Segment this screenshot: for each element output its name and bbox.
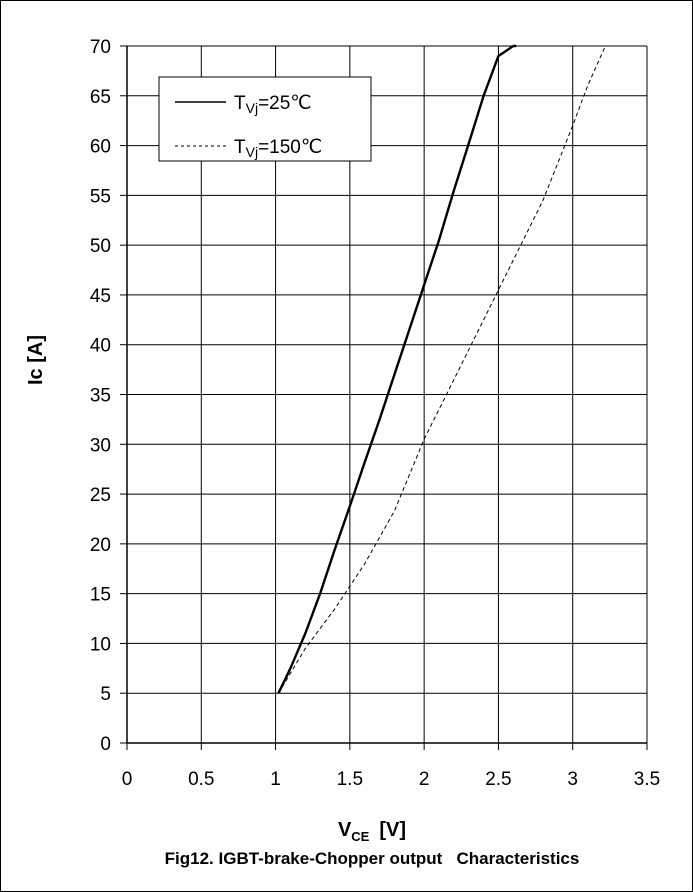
y-axis-title: Ic [A] [25, 335, 47, 385]
y-tick-label: 55 [90, 186, 111, 207]
x-axis-title-sub: CE [351, 829, 369, 844]
y-tick-label: 35 [90, 386, 111, 407]
y-tick-label: 50 [90, 236, 111, 257]
y-tick-label: 70 [90, 37, 111, 58]
x-tick-label: 3 [567, 769, 578, 790]
figure-caption: Fig12. IGBT-brake-Chopper output Charact… [165, 849, 580, 868]
x-tick-label: 0 [122, 769, 133, 790]
legend-box [158, 76, 372, 162]
x-tick-label: 0.5 [188, 769, 214, 790]
x-tick-labels: 0 0.5 1 1.5 2 2.5 3 3.5 [122, 769, 661, 790]
x-axis-title-main: V [338, 819, 352, 841]
x-tick-label: 1.5 [337, 769, 363, 790]
y-tick-label: 25 [90, 485, 111, 506]
series-line-150c [278, 45, 606, 694]
grid [120, 45, 648, 750]
x-axis-title: VCE [V] [338, 819, 406, 844]
y-tick-label: 40 [90, 336, 111, 357]
x-tick-label: 2.5 [485, 769, 511, 790]
series-line-25c [277, 44, 517, 694]
x-axis-title-unit: [V] [379, 819, 406, 841]
legend: TVj=25℃ TVj=150℃ [158, 76, 372, 162]
y-tick-label: 65 [90, 87, 111, 108]
legend-label-25: TVj=25℃ [234, 93, 312, 116]
y-tick-label: 10 [90, 634, 111, 655]
y-tick-label: 5 [100, 684, 111, 705]
y-tick-label: 20 [90, 535, 111, 556]
y-tick-labels: 0 5 10 15 20 25 30 35 40 45 50 55 60 65 70 [90, 37, 111, 755]
x-tick-label: 2 [419, 769, 430, 790]
x-tick-label: 3.5 [634, 769, 660, 790]
series-layer [277, 44, 606, 694]
y-tick-label: 0 [100, 734, 111, 755]
x-tick-label: 1 [270, 769, 281, 790]
y-tick-label: 45 [90, 286, 111, 307]
y-tick-label: 15 [90, 585, 111, 606]
legend-label-150: TVj=150℃ [234, 137, 322, 160]
y-tick-label: 60 [90, 137, 111, 158]
y-tick-label: 30 [90, 435, 111, 456]
